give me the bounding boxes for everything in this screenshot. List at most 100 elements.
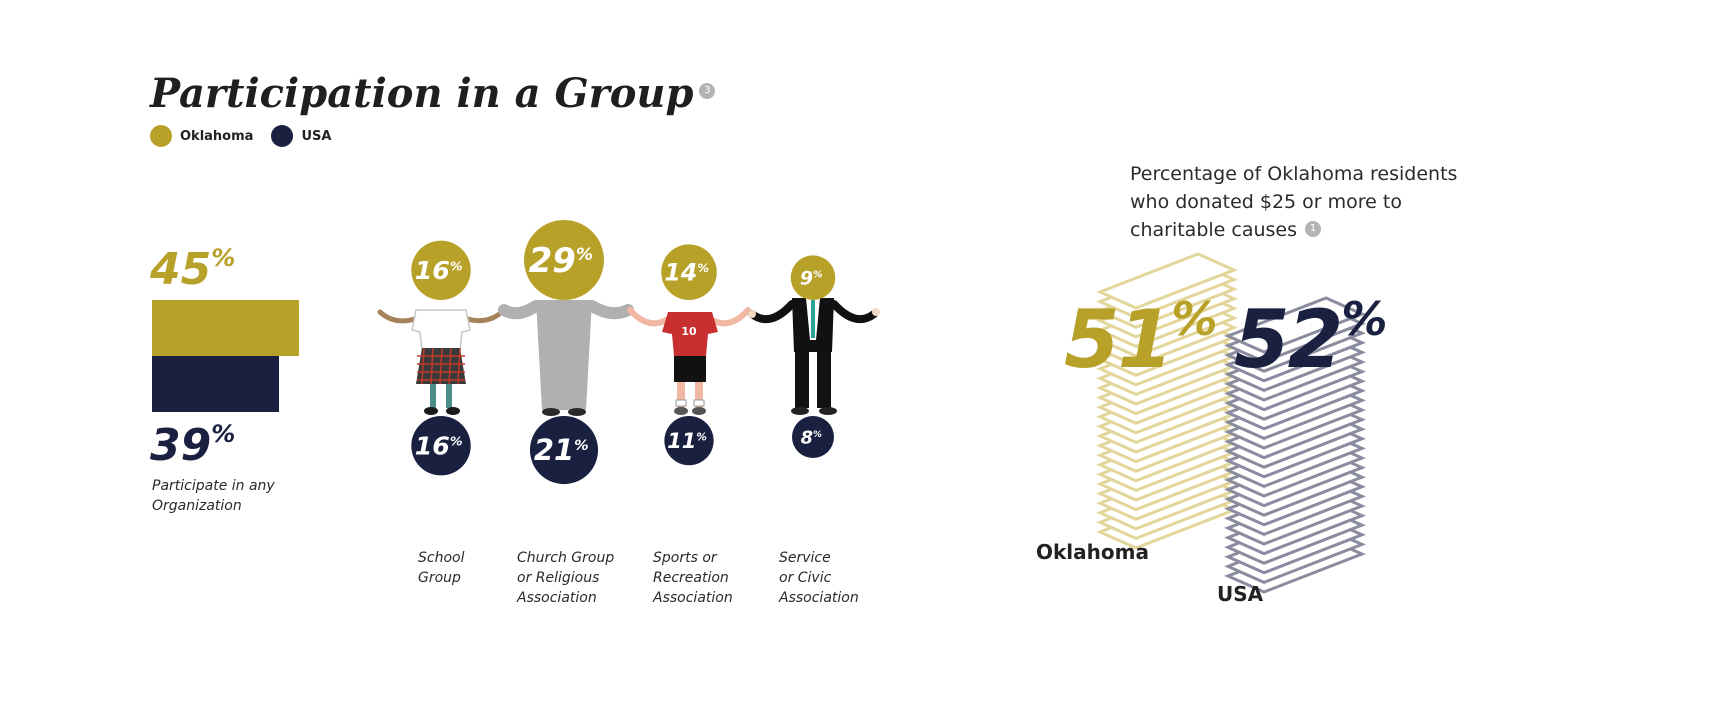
donation-usa-value: 52% (1234, 296, 1387, 380)
donation-oklahoma-number: 51 (1064, 293, 1173, 386)
sports-shoe-left (674, 407, 688, 415)
circle-label-usa-sports: 11% (667, 429, 707, 453)
category-label-school: School Group (418, 550, 465, 586)
service-hand-left (748, 310, 756, 318)
service-tie (811, 300, 815, 338)
paper-sheet-oklahoma (1096, 252, 1238, 310)
title-text: Participation in a Group (150, 70, 694, 117)
school-leg-right (446, 384, 452, 408)
paper-sheet-usa (1224, 296, 1366, 354)
legend-label-usa: USA (301, 128, 332, 144)
title-info-icon[interactable]: 3 (699, 83, 716, 99)
church-robe (536, 300, 592, 410)
circle-oklahoma-church (524, 220, 604, 300)
circle-usa-sports (664, 416, 714, 466)
any-org-oklahoma-percent: % (211, 244, 236, 272)
circle-percent-oklahoma-service: % (813, 270, 823, 281)
circle-value-usa-school: 16 (415, 432, 450, 461)
circle-oklahoma-service (790, 255, 836, 300)
circle-usa-church (529, 416, 599, 485)
sports-jersey-number: 10 (681, 325, 697, 338)
circle-label-oklahoma-church: 29% (529, 241, 593, 281)
sports-arm-right (709, 307, 751, 327)
circle-usa-school (411, 416, 471, 476)
sports-jersey (662, 312, 718, 356)
legend-swatch-usa (271, 125, 294, 147)
circle-percent-oklahoma-school: % (450, 258, 463, 273)
sports-sock-left (675, 399, 687, 407)
school-skirt-stripe (430, 347, 434, 385)
category-label-sports: Sports or Recreation Association (653, 550, 733, 606)
circle-value-oklahoma-church: 29 (529, 241, 576, 281)
sports-leg-right (695, 382, 703, 408)
circle-value-usa-church: 21 (534, 433, 574, 467)
service-shoe-left (791, 407, 809, 415)
circle-percent-oklahoma-church: % (576, 245, 593, 265)
circle-percent-usa-service: % (813, 430, 822, 440)
circle-oklahoma-school (411, 240, 471, 300)
any-org-usa-number: 39 (150, 420, 212, 471)
circle-label-oklahoma-school: 16% (415, 256, 463, 285)
circle-value-usa-service: 8 (801, 427, 813, 448)
any-org-usa-value: 39% (150, 422, 235, 468)
legend-item-oklahoma: Oklahoma (150, 125, 253, 147)
sports-shoe-right (692, 407, 706, 415)
circle-oklahoma-sports (661, 244, 717, 300)
figures-group: 10 (377, 298, 880, 416)
school-shoe-left (424, 407, 438, 415)
any-org-usa-bar (152, 356, 280, 412)
circle-value-oklahoma-sports: 14 (664, 258, 697, 286)
legend-item-usa: USA (271, 125, 331, 147)
donation-label-usa: USA (1217, 582, 1264, 606)
sports-shorts (674, 356, 706, 382)
church-arm-right (586, 300, 634, 320)
circle-label-oklahoma-service: 9% (800, 267, 823, 289)
donation-title-text: Percentage of Oklahoma residents who don… (1130, 163, 1458, 241)
donation-label-oklahoma: Oklahoma (1036, 540, 1149, 564)
circle-percent-usa-school: % (450, 434, 463, 449)
school-shoe-right (446, 407, 460, 415)
circle-usa-service (791, 416, 835, 459)
legend-swatch-oklahoma (150, 125, 172, 147)
legend-label-oklahoma: Oklahoma (180, 128, 254, 144)
page-title: Participation in a Group 3 (150, 70, 716, 117)
donation-oklahoma-value: 51% (1064, 296, 1217, 380)
sports-arm-left (627, 307, 669, 327)
circle-percent-usa-church: % (574, 438, 588, 454)
paper-stack-usa (1224, 296, 1366, 594)
circle-percent-usa-sports: % (696, 432, 706, 444)
church-arm-left (498, 300, 542, 320)
any-org-caption: Participate in any Organization (152, 478, 275, 514)
service-arm-right (830, 300, 878, 324)
donation-title: Percentage of Oklahoma residents who don… (1130, 160, 1470, 244)
church-shoe-left (542, 408, 560, 416)
legend: Oklahoma USA (150, 125, 349, 147)
school-skirt-stripe (448, 347, 452, 385)
any-org-usa-percent: % (211, 420, 236, 448)
circle-label-usa-church: 21% (534, 433, 589, 467)
circle-label-usa-service: 8% (801, 427, 822, 448)
sports-sock-right (693, 399, 705, 407)
circle-label-usa-school: 16% (415, 432, 463, 461)
circle-label-oklahoma-sports: 14% (664, 258, 709, 286)
school-leg-left (430, 384, 436, 408)
category-label-church: Church Group or Religious Association (517, 550, 615, 606)
sports-leg-left (677, 382, 685, 408)
service-leg-right (817, 352, 831, 408)
service-leg-left (795, 352, 809, 408)
donation-usa-percent: % (1341, 292, 1388, 346)
category-label-service: Service or Civic Association (779, 550, 859, 606)
any-org-oklahoma-number: 45 (150, 244, 212, 295)
circle-value-oklahoma-service: 9 (800, 267, 813, 289)
church-shoe-right (568, 408, 586, 416)
any-org-oklahoma-value: 45% (150, 246, 235, 292)
any-org-oklahoma-bar (152, 300, 299, 356)
service-hand-right (872, 308, 880, 316)
circle-percent-oklahoma-sports: % (697, 261, 709, 275)
school-skirt-stripe (439, 347, 443, 385)
donation-info-icon[interactable]: 1 (1305, 220, 1322, 237)
circle-value-usa-sports: 11 (667, 429, 696, 453)
school-skirt-stripe (457, 347, 461, 385)
